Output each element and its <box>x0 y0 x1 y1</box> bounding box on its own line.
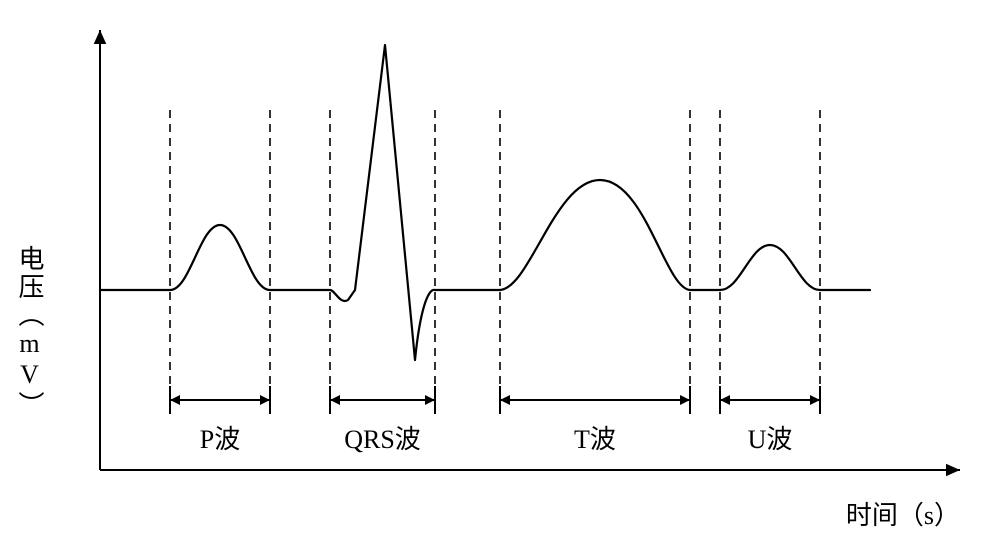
wave-label: T波 <box>545 419 645 456</box>
wave-label: P波 <box>170 419 270 456</box>
wave-label: QRS波 <box>333 419 433 456</box>
y-axis-label: 电压（mV） <box>18 245 48 419</box>
diagram-svg <box>0 0 1000 539</box>
wave-label: U波 <box>720 419 820 456</box>
ecg-diagram-container: 电压（mV） 时间（s） P波 QRS波 T波 U波 <box>0 0 1000 539</box>
x-axis-label: 时间（s） <box>846 495 960 532</box>
